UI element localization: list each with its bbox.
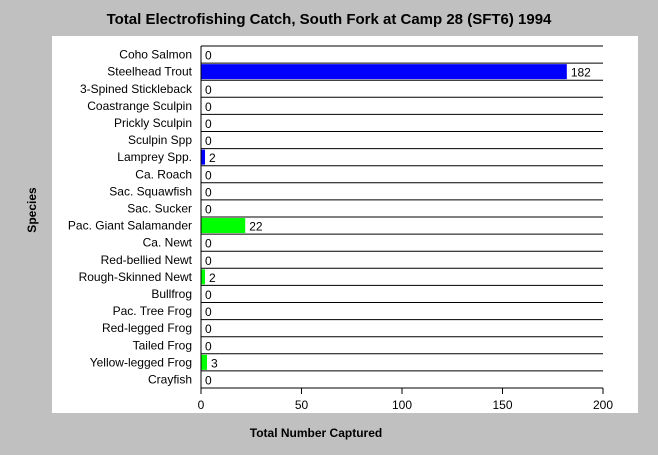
category-label: Lamprey Spp. (117, 150, 192, 164)
data-label: 0 (205, 254, 212, 268)
category-label: Tailed Frog (133, 338, 192, 352)
plot-panel (52, 36, 638, 413)
bar (201, 149, 206, 165)
category-label: Coastrange Sculpin (87, 99, 192, 113)
category-label: Sculpin Spp (128, 133, 192, 147)
chart-title: Total Electrofishing Catch, South Fork a… (106, 11, 552, 28)
bar (201, 64, 567, 80)
category-label: Ca. Roach (135, 167, 192, 181)
category-label: 3-Spined Stickleback (80, 82, 193, 96)
category-label: Steelhead Trout (107, 65, 192, 79)
category-label: Sac. Sucker (127, 201, 192, 215)
category-label: Ca. Newt (143, 236, 193, 250)
y-axis-label: Species (25, 187, 39, 233)
category-label: Coho Salmon (119, 48, 192, 62)
data-label: 2 (209, 271, 216, 285)
data-label: 0 (205, 49, 212, 63)
x-tick-label: 50 (295, 398, 309, 412)
category-label: Red-legged Frog (102, 321, 192, 335)
data-label: 0 (205, 185, 212, 199)
data-label: 22 (249, 220, 263, 234)
category-label: Bullfrog (151, 287, 192, 301)
data-label: 0 (205, 288, 212, 302)
category-label: Yellow-legged Frog (90, 355, 192, 369)
category-label: Pac. Tree Frog (113, 304, 192, 318)
x-axis-label: Total Number Captured (249, 426, 383, 440)
category-label: Sac. Squawfish (109, 184, 192, 198)
data-label: 3 (211, 356, 218, 370)
data-label: 0 (205, 83, 212, 97)
bar (201, 354, 208, 370)
category-label: Crayfish (148, 372, 192, 386)
data-label: 182 (571, 66, 591, 80)
x-tick-label: 200 (593, 398, 613, 412)
bar (201, 269, 206, 285)
x-tick-label: 100 (392, 398, 412, 412)
data-label: 0 (205, 237, 212, 251)
data-label: 0 (205, 305, 212, 319)
x-tick-label: 0 (198, 398, 205, 412)
data-label: 0 (205, 100, 212, 114)
category-label: Red-bellied Newt (101, 253, 193, 267)
data-label: 0 (205, 117, 212, 131)
data-label: 2 (209, 151, 216, 165)
category-label: Prickly Sculpin (114, 116, 192, 130)
data-label: 0 (205, 168, 212, 182)
data-label: 0 (205, 373, 212, 387)
data-label: 0 (205, 339, 212, 353)
data-label: 0 (205, 322, 212, 336)
category-label: Pac. Giant Salamander (68, 219, 192, 233)
bar (201, 218, 246, 234)
category-label: Rough-Skinned Newt (79, 270, 193, 284)
data-label: 0 (205, 202, 212, 216)
data-label: 0 (205, 134, 212, 148)
x-tick-label: 150 (492, 398, 512, 412)
